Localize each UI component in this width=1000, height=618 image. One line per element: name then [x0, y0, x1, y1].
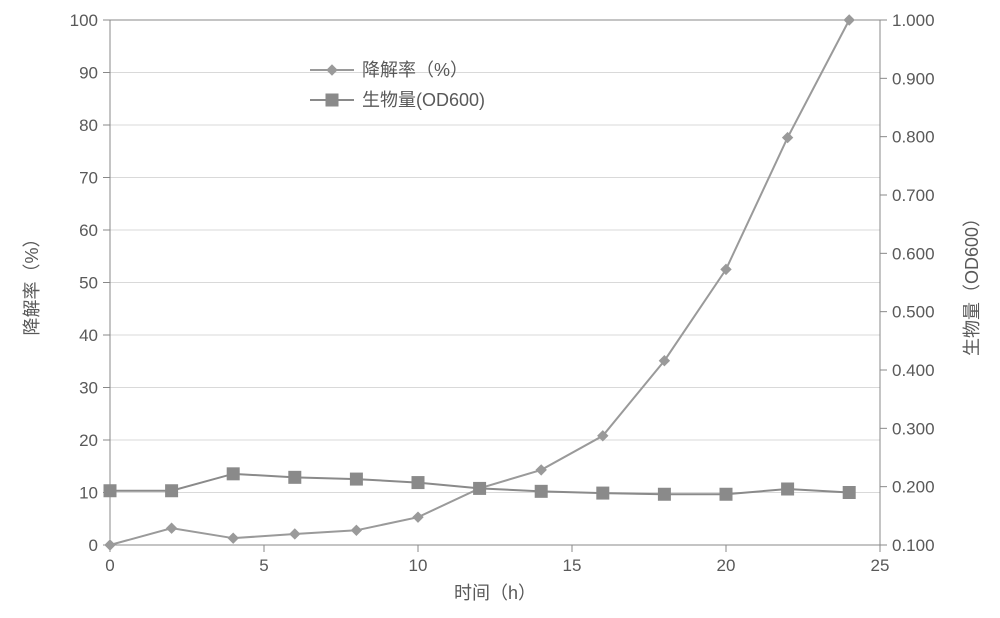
y-left-tick-label: 0 [89, 536, 98, 555]
y-right-tick-label: 0.100 [892, 536, 935, 555]
y-left-tick-label: 10 [79, 484, 98, 503]
legend-label: 降解率（%） [362, 60, 468, 80]
y-left-tick-label: 80 [79, 116, 98, 135]
y-right-tick-label: 1.000 [892, 11, 935, 30]
y-right-tick-label: 0.600 [892, 244, 935, 263]
chart-container: 0 5 10 15 20 25 0 10 20 30 40 50 60 70 80 90 100 0.100 0.2… [0, 0, 1000, 618]
y-right-tick-label: 0.400 [892, 361, 935, 380]
marker-biomass [412, 477, 424, 489]
marker-biomass [535, 485, 547, 497]
marker-biomass [843, 487, 855, 499]
marker-biomass [227, 468, 239, 480]
marker-biomass [720, 488, 732, 500]
y-right-axis-title: 生物量（OD600） [962, 209, 982, 356]
marker-biomass [326, 94, 338, 106]
x-tick-label: 5 [259, 556, 268, 575]
marker-biomass [350, 473, 362, 485]
y-right-tick-label: 0.500 [892, 303, 935, 322]
y-right-tick-label: 0.800 [892, 128, 935, 147]
marker-biomass [289, 471, 301, 483]
legend-label: 生物量(OD600) [362, 90, 485, 110]
marker-biomass [474, 482, 486, 494]
marker-biomass [782, 483, 794, 495]
y-left-tick-label: 90 [79, 64, 98, 83]
y-left-tick-label: 100 [70, 11, 98, 30]
marker-biomass [166, 485, 178, 497]
y-left-tick-label: 50 [79, 274, 98, 293]
x-tick-label: 0 [105, 556, 114, 575]
chart-svg: 0 5 10 15 20 25 0 10 20 30 40 50 60 70 80 90 100 0.100 0.2… [0, 0, 1000, 618]
marker-biomass [658, 488, 670, 500]
y-right-tick-label: 0.200 [892, 478, 935, 497]
marker-biomass [597, 487, 609, 499]
y-right-tick-label: 0.700 [892, 186, 935, 205]
y-left-tick-label: 70 [79, 169, 98, 188]
y-left-tick-label: 40 [79, 326, 98, 345]
y-left-tick-label: 20 [79, 431, 98, 450]
y-right-tick-label: 0.900 [892, 69, 935, 88]
y-left-tick-label: 60 [79, 221, 98, 240]
x-tick-label: 25 [871, 556, 890, 575]
x-tick-label: 15 [563, 556, 582, 575]
y-right-tick-label: 0.300 [892, 419, 935, 438]
y-left-axis-title: 降解率（%） [22, 229, 42, 335]
x-axis-title: 时间（h） [454, 583, 536, 603]
marker-biomass [104, 485, 116, 497]
x-tick-label: 10 [409, 556, 428, 575]
x-tick-label: 20 [717, 556, 736, 575]
y-left-tick-label: 30 [79, 379, 98, 398]
